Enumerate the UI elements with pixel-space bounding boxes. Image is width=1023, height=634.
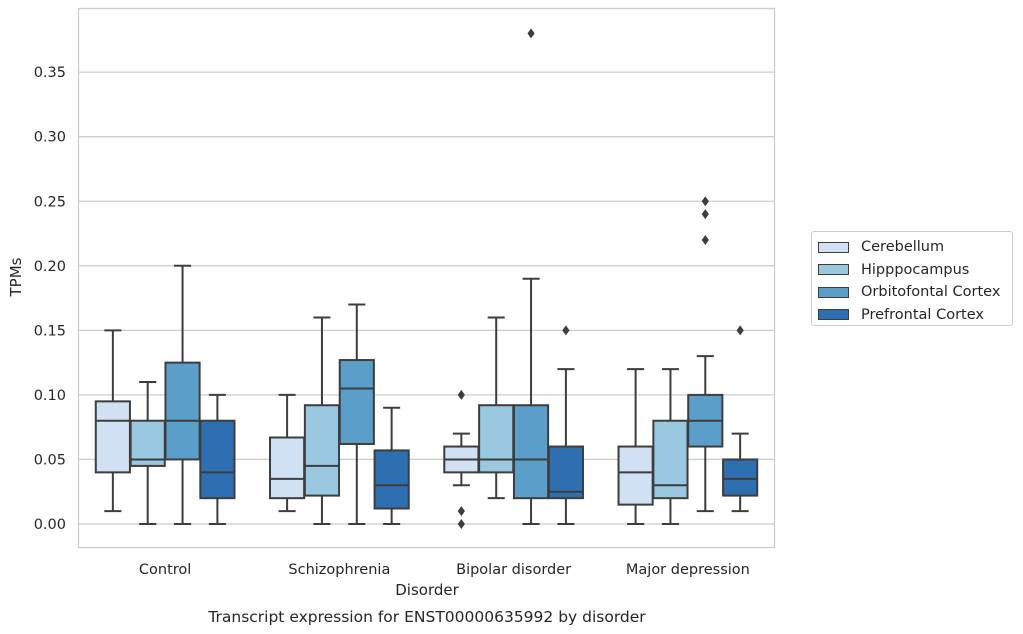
x-tick-label: Control xyxy=(139,562,191,578)
box-body xyxy=(373,449,410,510)
box-body xyxy=(652,419,689,500)
box-body xyxy=(269,436,306,500)
box-orbitofontal-cortex xyxy=(164,264,201,525)
box-body xyxy=(617,445,654,506)
legend-label: Orbitofontal Cortex xyxy=(861,284,1001,300)
y-tick-label: 0.35 xyxy=(34,65,66,81)
legend-swatch xyxy=(818,264,849,276)
legend-item: Prefrontal Cortex xyxy=(818,304,1012,327)
box-body xyxy=(164,361,201,461)
outlier-point xyxy=(457,506,465,517)
x-axis-label: Disorder xyxy=(395,581,459,599)
outlier-point xyxy=(736,325,744,336)
box-orbitofontal-cortex xyxy=(338,303,375,525)
chart-title: Transcript expression for ENST0000063599… xyxy=(207,608,646,626)
legend-item: Orbitofontal Cortex xyxy=(818,281,1012,304)
box-orbitofontal-cortex xyxy=(512,28,550,525)
box-body xyxy=(338,359,375,445)
legend-item: Hipppocampus xyxy=(818,259,1012,282)
outlier-point xyxy=(701,234,709,245)
legend-swatch xyxy=(818,241,849,253)
outlier-point xyxy=(457,389,465,400)
x-tick-label: Schizophrenia xyxy=(288,562,390,578)
box-prefrontal-cortex xyxy=(373,406,410,525)
y-tick-label: 0.30 xyxy=(34,130,66,146)
legend-label: Cerebellum xyxy=(861,239,945,255)
outlier-point xyxy=(527,28,535,39)
y-tick-label: 0.05 xyxy=(34,452,66,468)
legend: Cerebellum Hipppocampus Orbitofontal Cor… xyxy=(811,231,1013,326)
box-hipppocampus xyxy=(478,316,515,500)
box-body xyxy=(478,404,515,474)
y-tick-label: 0.20 xyxy=(34,259,66,275)
box-hipppocampus xyxy=(303,316,341,525)
legend-label: Prefrontal Cortex xyxy=(861,306,984,323)
box-body xyxy=(722,458,759,497)
legend-label: Hipppocampus xyxy=(861,261,970,278)
box-prefrontal-cortex xyxy=(199,393,236,525)
box-prefrontal-cortex xyxy=(722,325,759,513)
box-hipppocampus xyxy=(129,380,166,525)
outlier-point xyxy=(457,519,465,529)
legend-item: Cerebellum xyxy=(818,236,1012,259)
y-tick-label: 0.15 xyxy=(34,323,66,339)
outlier-point xyxy=(701,209,709,220)
box-body xyxy=(303,404,341,497)
x-tick-label: Major depression xyxy=(626,562,750,578)
box-cerebellum xyxy=(617,368,654,525)
box-cerebellum xyxy=(94,329,131,513)
y-axis-label: TPMs xyxy=(7,257,25,297)
box-cerebellum xyxy=(269,393,306,513)
box-body xyxy=(199,419,236,500)
plot-frame xyxy=(77,7,776,549)
tick-layer: 0.00 0.05 0.10 0.15 0.20 0.25 0.30 0.35 Control S… xyxy=(34,65,750,578)
box-body xyxy=(129,419,166,467)
box-hipppocampus xyxy=(652,368,689,525)
box-body xyxy=(547,445,584,500)
y-tick-label: 0.00 xyxy=(34,517,66,533)
x-tick-label: Bipolar disorder xyxy=(456,562,571,578)
box-cerebellum xyxy=(443,389,480,529)
box-body xyxy=(94,400,131,474)
legend-swatch xyxy=(818,286,849,298)
outlier-point xyxy=(562,325,570,336)
box-layer xyxy=(94,28,759,529)
box-orbitofontal-cortex xyxy=(687,196,724,513)
box-body xyxy=(512,404,550,500)
box-prefrontal-cortex xyxy=(547,325,584,525)
y-tick-label: 0.10 xyxy=(34,388,66,404)
y-tick-label: 0.25 xyxy=(34,194,66,210)
legend-swatch xyxy=(818,309,849,321)
outlier-point xyxy=(701,196,709,207)
